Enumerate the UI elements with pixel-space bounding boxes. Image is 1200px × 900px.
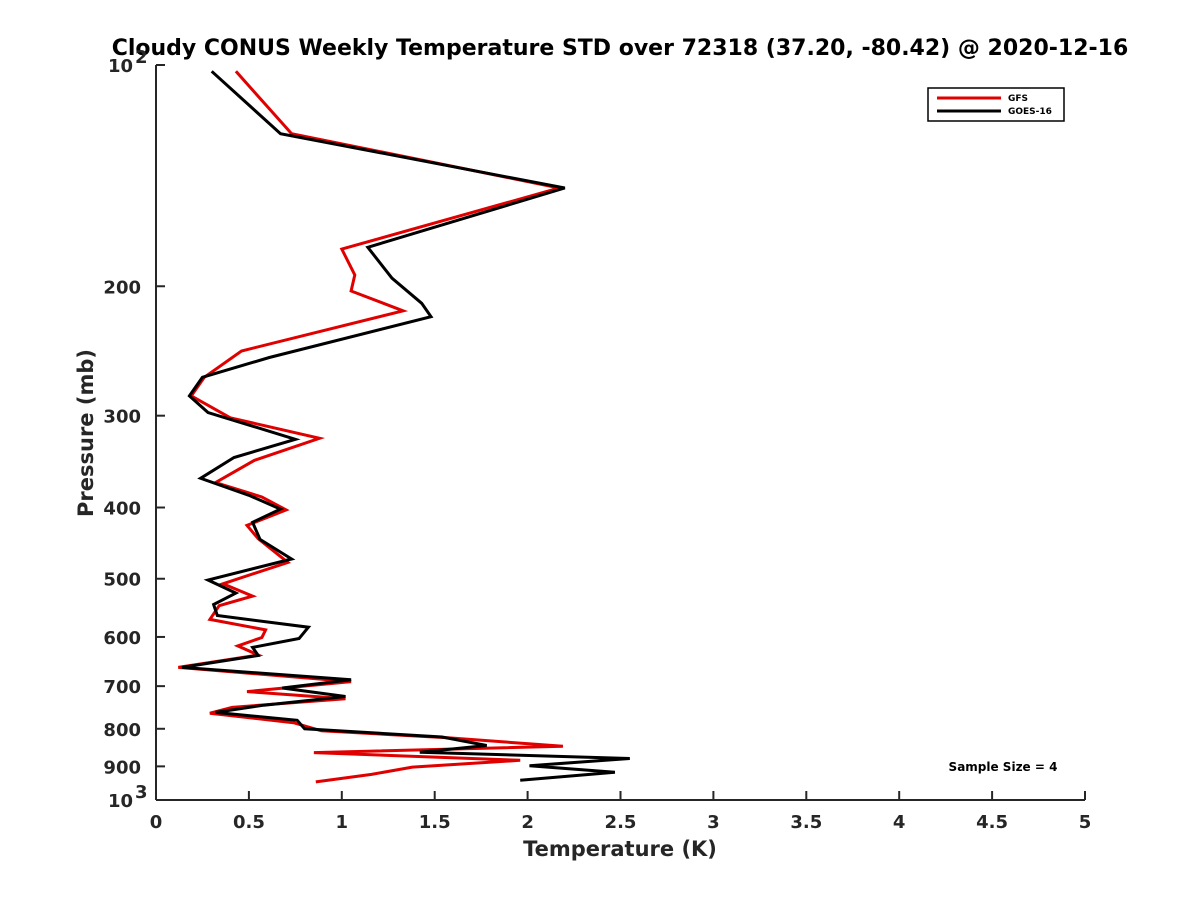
y-tick-label: 300 (103, 407, 141, 428)
x-tick-label: 1.5 (419, 812, 451, 833)
x-tick-label: 5 (1079, 812, 1092, 833)
x-tick-label: 2.5 (605, 812, 637, 833)
y-tick-label-exponent: 2 (135, 47, 148, 68)
y-tick-label-exponent: 3 (135, 782, 148, 803)
x-tick-label: 4 (893, 812, 906, 833)
y-axis-label: Pressure (mb) (74, 349, 98, 517)
plot-lines (178, 70, 630, 784)
y-tick-label: 10 (108, 791, 133, 812)
y-tick-label: 600 (103, 628, 141, 649)
y-tick-label: 400 (103, 499, 141, 520)
x-tick-label: 0.5 (233, 812, 265, 833)
x-tick-label: 4.5 (976, 812, 1008, 833)
sample-size-annotation: Sample Size = 4 (949, 760, 1058, 774)
y-tick-label: 10 (108, 56, 133, 77)
x-tick-label: 3 (707, 812, 720, 833)
chart-legend: GFS GOES-16 (927, 87, 1065, 122)
x-axis-ticks: 0 0.5 1 1.5 2 2.5 3 3.5 4 4.5 5 (150, 791, 1092, 833)
x-tick-label: 3.5 (790, 812, 822, 833)
x-tick-label: 0 (150, 812, 163, 833)
chart-title: Cloudy CONUS Weekly Temperature STD over… (112, 36, 1129, 61)
y-tick-label: 800 (103, 720, 141, 741)
x-tick-label: 1 (336, 812, 349, 833)
x-axis-label: Temperature (K) (523, 837, 717, 861)
y-tick-label: 500 (103, 570, 141, 591)
series-line-goes-16 (181, 70, 630, 782)
y-tick-label: 200 (103, 277, 141, 298)
legend-label: GOES-16 (1008, 107, 1052, 117)
legend-box (927, 87, 1065, 122)
x-tick-label: 2 (521, 812, 534, 833)
y-tick-label: 900 (103, 757, 141, 778)
y-tick-label: 700 (103, 677, 141, 698)
legend-label: GFS (1008, 94, 1028, 104)
